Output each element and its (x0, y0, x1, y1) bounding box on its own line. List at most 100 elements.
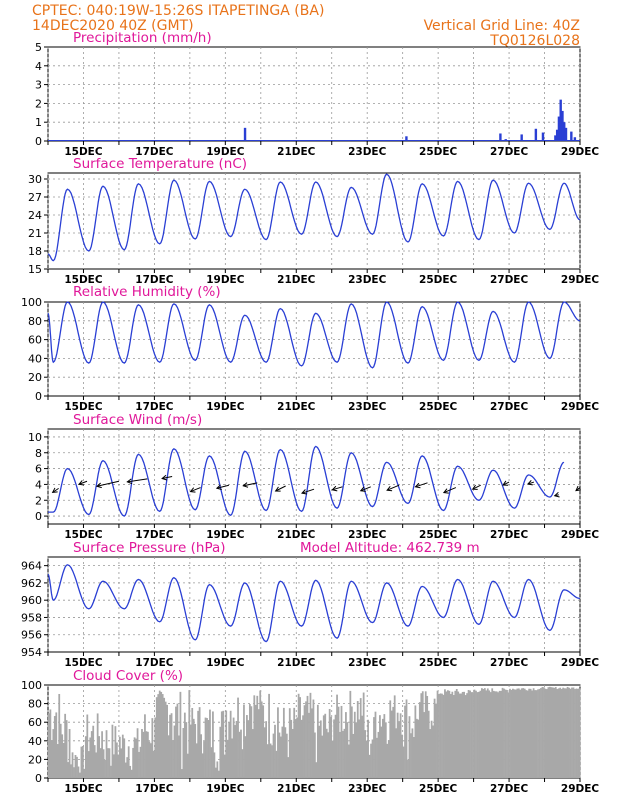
pres-ytick-label: 954 (21, 646, 42, 659)
cloud-bar (185, 722, 188, 778)
cloud-bar (81, 746, 84, 778)
cloud-bar (314, 732, 316, 778)
cloud-bar (568, 687, 570, 778)
cloud-bar (548, 686, 551, 778)
cloud-bar (368, 754, 371, 778)
cloud-bar (566, 686, 569, 778)
wind-wind-arrowhead (526, 480, 533, 486)
wind-wind-arrowhead (189, 487, 196, 493)
cloud-bar (405, 699, 408, 778)
cloud-bar (149, 743, 152, 778)
wind-wind-arrowhead (51, 487, 58, 493)
cloud-bar (130, 769, 133, 778)
cloud-bar (426, 695, 429, 778)
cloud-bar (216, 761, 219, 778)
rh-xtick-label: 27DEC (490, 401, 529, 413)
cloud-bar (93, 745, 96, 778)
cloud-bar (306, 695, 309, 778)
cloud-bar (124, 762, 127, 778)
cloud-bar (243, 704, 245, 778)
rh-ytick-label: 40 (28, 352, 42, 365)
wind-xtick-label: 17DEC (135, 529, 174, 541)
pres-xtick-label: 29DEC (561, 657, 600, 669)
cloud-bar (133, 737, 136, 778)
cloud-bar (452, 695, 455, 778)
cloud-bar (353, 711, 356, 778)
cloud-bar (271, 745, 273, 778)
cloud-bar (337, 706, 340, 778)
cloud-bar (84, 736, 87, 778)
cloud-bar (172, 740, 174, 778)
cloud-bar (325, 728, 328, 778)
cloud-bar (472, 692, 474, 778)
wind-wind-arrow (386, 484, 400, 491)
cloud-bar (282, 707, 285, 778)
cloud-bar (251, 729, 254, 778)
cloud-bar (355, 722, 358, 778)
cloud-bar (86, 714, 89, 778)
cloud-bar (303, 705, 306, 778)
pres-xtick-label: 27DEC (490, 657, 529, 669)
cloud-bar (501, 687, 504, 778)
cloud-bar (374, 711, 377, 778)
cloud-bar (105, 730, 108, 778)
cloud-bar (223, 754, 226, 778)
cloud-bar (455, 688, 458, 778)
cloud-bar (300, 719, 303, 778)
cloud-bar (318, 725, 321, 778)
cloud-bar (87, 751, 90, 778)
cloud-bar (204, 717, 207, 778)
cloud-bar (340, 705, 343, 778)
rh-xtick-label: 29DEC (561, 401, 600, 413)
cloud-bar (241, 749, 244, 778)
cloud-bar (377, 731, 380, 778)
cloud-bar (269, 743, 272, 778)
wind-xtick-label: 23DEC (348, 529, 387, 541)
wind-xtick-label: 29DEC (561, 529, 600, 541)
cloud-bar (167, 735, 170, 778)
wind-wind-arrowhead (553, 491, 560, 498)
temp-ytick-label: 30 (28, 173, 42, 186)
cloud-bar (80, 746, 83, 778)
precip-bar (555, 129, 559, 141)
cloud-bar (510, 689, 513, 778)
rh-xtick-label: 25DEC (419, 401, 458, 413)
cloud-bar (108, 748, 111, 778)
pres-xtick-label: 23DEC (348, 657, 387, 669)
cloud-xtick-label: 19DEC (206, 783, 245, 795)
cloud-bar (200, 734, 202, 778)
wind-wind-arrowhead (126, 478, 133, 485)
cloud-bar (110, 765, 112, 778)
cloud-bar (435, 703, 437, 778)
cloud-bar (238, 731, 241, 778)
cloud-bar (92, 725, 95, 778)
temp-xtick-label: 23DEC (348, 274, 387, 286)
cloud-bar (401, 734, 403, 778)
pres-ytick-label: 962 (21, 577, 42, 590)
cloud-bar (367, 719, 369, 778)
cloud-bar (254, 704, 257, 778)
temp-xtick-label: 19DEC (206, 274, 245, 286)
cloud-bar (488, 690, 491, 778)
cloud-bar (439, 693, 442, 778)
cloud-bar (520, 688, 523, 778)
cloud-bar (98, 736, 101, 778)
cloud-bar (315, 762, 318, 778)
cloud-bar (392, 706, 395, 778)
cloud-bar (461, 691, 464, 778)
wind-title: Surface Wind (m/s) (73, 412, 202, 428)
pres-xtick-label: 17DEC (135, 657, 174, 669)
cloud-bar (312, 699, 315, 778)
cloud-bar (557, 688, 560, 778)
cloud-bar (541, 687, 544, 778)
cloud-bar (387, 740, 390, 778)
cloud-bar (237, 697, 239, 778)
cloud-bar (339, 731, 341, 778)
cloud-bar (145, 731, 148, 778)
cloud-bar (381, 718, 384, 778)
cloud-bar (336, 694, 338, 778)
cloud-bar (296, 717, 299, 778)
cloud-bar (297, 693, 300, 778)
cloud-bar (228, 721, 231, 778)
